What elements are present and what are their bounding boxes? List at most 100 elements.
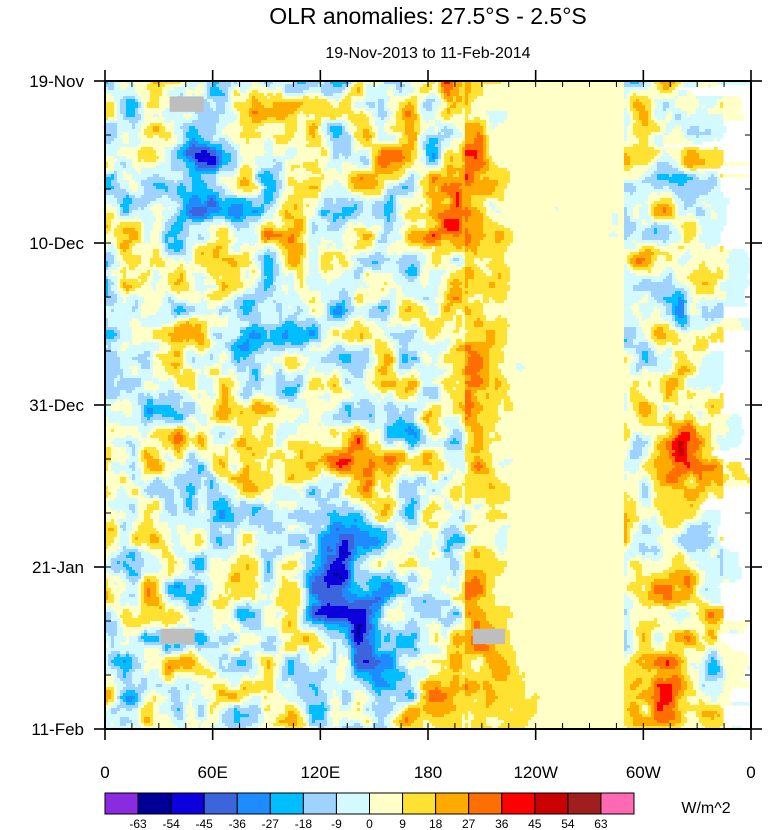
field-cell [291,165,301,169]
field-cell [120,99,127,103]
field-cell [117,213,121,217]
field-cell [264,147,274,151]
field-cell [309,132,316,136]
field-cell [216,180,220,184]
field-cell [192,219,205,223]
field-cell [696,81,718,85]
field-cell [219,210,229,214]
field-cell [273,93,277,97]
field-cell [660,150,664,154]
field-cell [465,162,487,166]
field-cell [204,219,214,223]
field-cell [243,126,259,130]
field-cell [423,144,427,148]
field-cell [639,141,649,145]
field-cell [357,207,364,211]
field-cell [279,201,286,205]
field-cell [681,156,685,160]
field-cell [318,204,325,208]
field-cell [354,141,361,145]
field-cell [204,90,208,94]
field-cell [348,174,358,178]
field-cell [252,105,265,109]
field-cell [189,141,199,145]
field-cell [339,99,343,103]
field-cell [399,177,406,181]
field-cell [261,168,283,172]
field-cell [393,87,397,91]
field-cell [372,150,379,154]
field-cell [624,129,628,133]
field-cell [681,159,685,163]
field-cell [177,180,193,184]
field-cell [462,201,472,205]
field-cell [483,138,487,142]
field-cell [276,198,280,202]
field-cell [351,105,355,109]
field-cell [138,132,145,136]
field-cell [672,90,679,94]
field-cell [297,180,304,184]
field-cell [423,186,430,190]
anomaly-field [105,81,751,729]
field-cell [651,105,658,109]
field-cell [162,90,169,94]
field-cell [384,180,400,184]
field-cell [654,201,673,205]
field-cell [105,129,118,133]
field-cell [429,90,439,94]
field-cell [447,174,454,178]
field-cell [210,105,217,109]
field-cell [138,144,175,148]
field-cell [150,93,163,97]
field-cell [498,183,508,187]
field-cell [432,108,439,112]
field-cell [375,159,379,163]
field-cell [687,93,694,97]
field-cell [327,162,343,166]
field-cell [222,144,232,148]
field-cell [375,165,382,169]
field-cell [675,102,700,106]
field-cell [648,210,652,214]
field-cell [438,177,466,181]
field-cell [126,105,139,109]
field-cell [321,168,325,172]
field-cell [369,165,373,169]
field-cell [195,108,214,112]
field-cell [453,159,463,163]
field-cell [204,201,208,205]
field-cell [483,126,487,130]
field-cell [648,207,652,211]
field-cell [420,174,427,178]
field-cell [681,162,685,166]
field-cell [321,180,334,184]
field-cell [423,105,433,109]
field-cell [387,219,391,223]
field-cell [243,159,256,163]
field-cell [303,162,319,166]
field-cell [183,84,199,88]
field-cell [411,156,418,160]
field-cell [687,138,715,142]
field-cell [480,132,484,136]
field-cell [174,180,178,184]
field-cell [174,120,193,124]
field-cell [723,105,742,109]
field-cell [630,156,655,160]
field-cell [240,132,262,136]
field-cell [177,156,187,160]
field-cell [417,102,421,106]
field-cell [639,114,649,118]
field-cell [246,216,262,220]
field-cell [315,213,319,217]
field-cell [258,195,265,199]
field-cell [261,132,286,136]
field-cell [144,159,157,163]
field-cell [249,108,298,112]
field-cell [438,150,442,154]
field-cell [225,138,232,142]
field-cell [426,120,430,124]
field-cell [477,207,487,211]
field-cell [120,102,127,106]
